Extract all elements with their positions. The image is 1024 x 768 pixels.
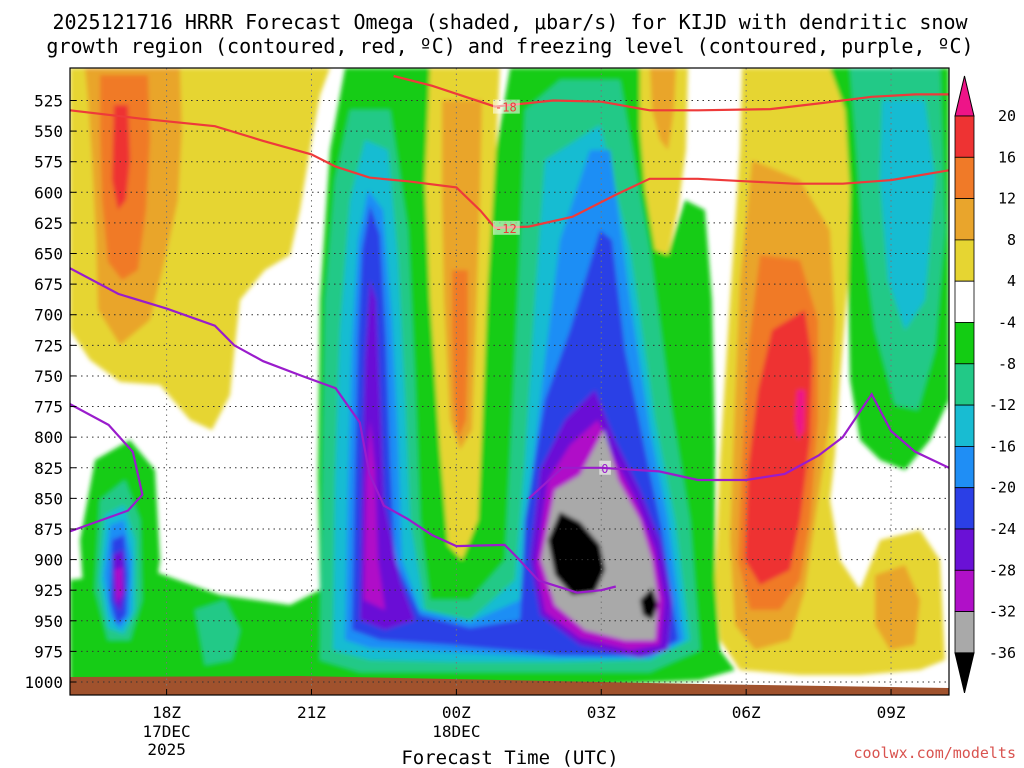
colorbar-label: -12: [989, 396, 1016, 414]
x-tick-label: 18Z: [152, 703, 181, 722]
colorbar-label: -28: [989, 561, 1016, 579]
colorbar-label: -20: [989, 479, 1016, 497]
x-tick-sublabel: 17DEC: [143, 722, 191, 741]
omega-fill-neg36-core-a: [548, 512, 605, 595]
colorbar-label: 4: [1007, 272, 1016, 290]
colorbar-segment: [954, 404, 975, 447]
contour-label: -12: [495, 222, 517, 236]
x-tick-label: 21Z: [297, 703, 326, 722]
x-tick-label: 00Z: [442, 703, 471, 722]
chart-title-line2: growth region (contoured, red, ºC) and f…: [46, 34, 973, 58]
colorbar-top-arrow: [954, 75, 975, 117]
freezing-level-contour: [70, 403, 144, 533]
colorbar-bottom-arrow: [954, 652, 975, 694]
y-tick-label: 650: [34, 245, 63, 264]
omega-fill-pos12-00z: [452, 270, 468, 440]
colorbar-segment: [954, 528, 975, 571]
freezing-level-contour: [70, 267, 617, 594]
y-tick-label: 925: [34, 581, 63, 600]
y-tick-label: 525: [34, 91, 63, 110]
y-tick-label: 825: [34, 459, 63, 478]
colorbar-label: 20: [998, 107, 1016, 125]
colorbar-segment: [954, 156, 975, 200]
x-tick-label: 06Z: [732, 703, 761, 722]
x-tick-label: 03Z: [587, 703, 616, 722]
omega-fill-pos16-right: [745, 310, 812, 585]
chart-title-line1: 2025121716 HRRR Forecast Omega (shaded, …: [52, 10, 968, 34]
colorbar: 20 16 12 8 4 -4 -8 -12 -16 -20 -24 -28 -32 -36: [954, 75, 1016, 694]
y-tick-label: 750: [34, 367, 63, 386]
y-tick-label: 900: [34, 551, 63, 570]
omega-fill-pos8-bottom-right: [875, 565, 920, 650]
y-tick-label: 700: [34, 306, 63, 325]
terrain: [70, 676, 949, 695]
omega-fill-pos8-0230z: [650, 68, 676, 150]
y-tick-label: 850: [34, 489, 63, 508]
colorbar-segment: [954, 280, 975, 323]
freezing-level-contour: [528, 392, 949, 500]
colorbar-label: -8: [998, 355, 1016, 373]
colorbar-label: 8: [1007, 231, 1016, 249]
colorbar-segment: [954, 569, 975, 612]
y-tick-label: 800: [34, 428, 63, 447]
colorbar-segment: [954, 363, 975, 406]
y-tick-label: 575: [34, 153, 63, 172]
x-tick-label: 09Z: [877, 703, 906, 722]
y-tick-label: 725: [34, 336, 63, 355]
omega-fill-neg12-upper-right: [880, 100, 935, 330]
colorbar-label: -16: [989, 437, 1016, 455]
x-axis-label: Forecast Time (UTC): [401, 747, 618, 768]
omega-fill-neg8-left-bottom: [195, 600, 240, 665]
dendritic-contour: [393, 74, 949, 112]
plot-frame: [69, 67, 950, 696]
credit-text: coolwx.com/modelts: [853, 744, 1016, 762]
y-axis: 525 550 575 600 625 650 675 700 725 750 775 800 825 8…: [24, 91, 76, 692]
y-tick-label: 1000: [24, 673, 63, 692]
colorbar-label: -4: [998, 314, 1016, 332]
x-tick-sublabel: 18DEC: [432, 722, 480, 741]
omega-shading: [70, 68, 949, 688]
contour-lines: -18-120: [70, 74, 949, 594]
colorbar-label: 16: [998, 148, 1016, 166]
colorbar-label: -32: [989, 603, 1016, 621]
y-tick-label: 975: [34, 642, 63, 661]
omega-fill-neg28-left-cell: [115, 567, 122, 603]
colorbar-segment: [954, 322, 975, 365]
colorbar-segment: [954, 611, 975, 654]
omega-fill-neg36-core-b: [640, 588, 658, 620]
contour-label-bg: [493, 220, 520, 235]
omega-fill-pos20-right: [795, 390, 805, 440]
colorbar-label: -36: [989, 644, 1016, 662]
colorbar-segment: [954, 445, 975, 489]
colorbar-label: 12: [998, 190, 1016, 208]
grid-lines: [70, 68, 949, 695]
y-tick-label: 950: [34, 612, 63, 631]
x-tick-sublabel: 2025: [147, 740, 186, 759]
colorbar-segment: [954, 115, 975, 158]
y-tick-label: 600: [34, 183, 63, 202]
y-tick-label: 875: [34, 520, 63, 539]
y-tick-label: 775: [34, 398, 63, 417]
contour-label-bg: [493, 99, 520, 114]
colorbar-segment: [954, 198, 975, 241]
y-tick-label: 675: [34, 275, 63, 294]
colorbar-segment: [954, 487, 975, 530]
y-tick-label: 550: [34, 122, 63, 141]
colorbar-segment: [954, 239, 975, 282]
y-tick-label: 625: [34, 214, 63, 233]
plot-area: -18-120: [70, 68, 949, 695]
contour-label: -18: [495, 101, 517, 115]
colorbar-label: -24: [989, 520, 1016, 538]
